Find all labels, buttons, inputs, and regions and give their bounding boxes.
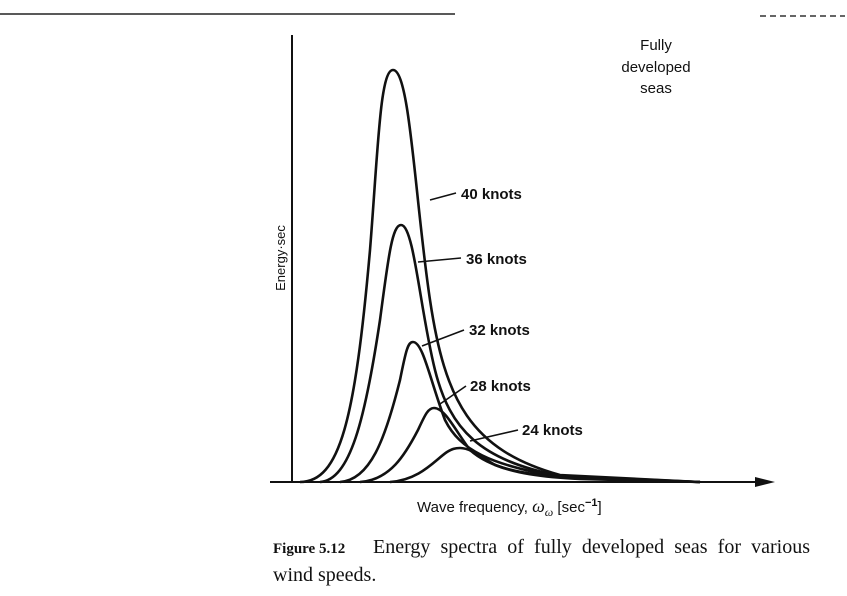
x-label-unit: [sec [553,499,585,516]
x-label-unit: ] [598,499,602,516]
x-label-symbol: ω [532,496,545,516]
caption-text: Energy spectra of fully developed seas f… [273,536,810,586]
curve [389,446,701,484]
annotation: seas [640,80,672,97]
caption-label: Figure 5.12 [273,541,346,557]
curve-label: 28 knots [470,378,531,395]
x-axis-label: Wave frequency, ωω [sec−1] [417,496,602,519]
x-label-text: Wave frequency, [417,499,532,516]
caption: Figure 5.12 Energy spectra of fully devel… [273,534,810,588]
annotation: developed [621,59,690,76]
curve-label: 40 knots [461,186,522,203]
y-axis-label: Energy·sec [273,225,288,291]
curve-label: 36 knots [466,251,527,268]
leader-line [469,429,519,442]
axis-arrow [755,477,775,487]
x-label-subscript: ω [545,505,553,519]
leader-line [417,257,462,263]
leader-line [439,385,467,405]
curve [299,68,701,484]
curve-label: 24 knots [522,422,583,439]
curve-label: 32 knots [469,322,530,339]
annotation: Fully [640,37,672,54]
x-label-superscript: −1 [585,497,598,509]
leader-line [429,192,457,201]
leader-line [421,329,465,347]
curve [319,223,701,484]
caption-text-block: Figure 5.12 Energy spectra of fully devel… [273,534,810,588]
